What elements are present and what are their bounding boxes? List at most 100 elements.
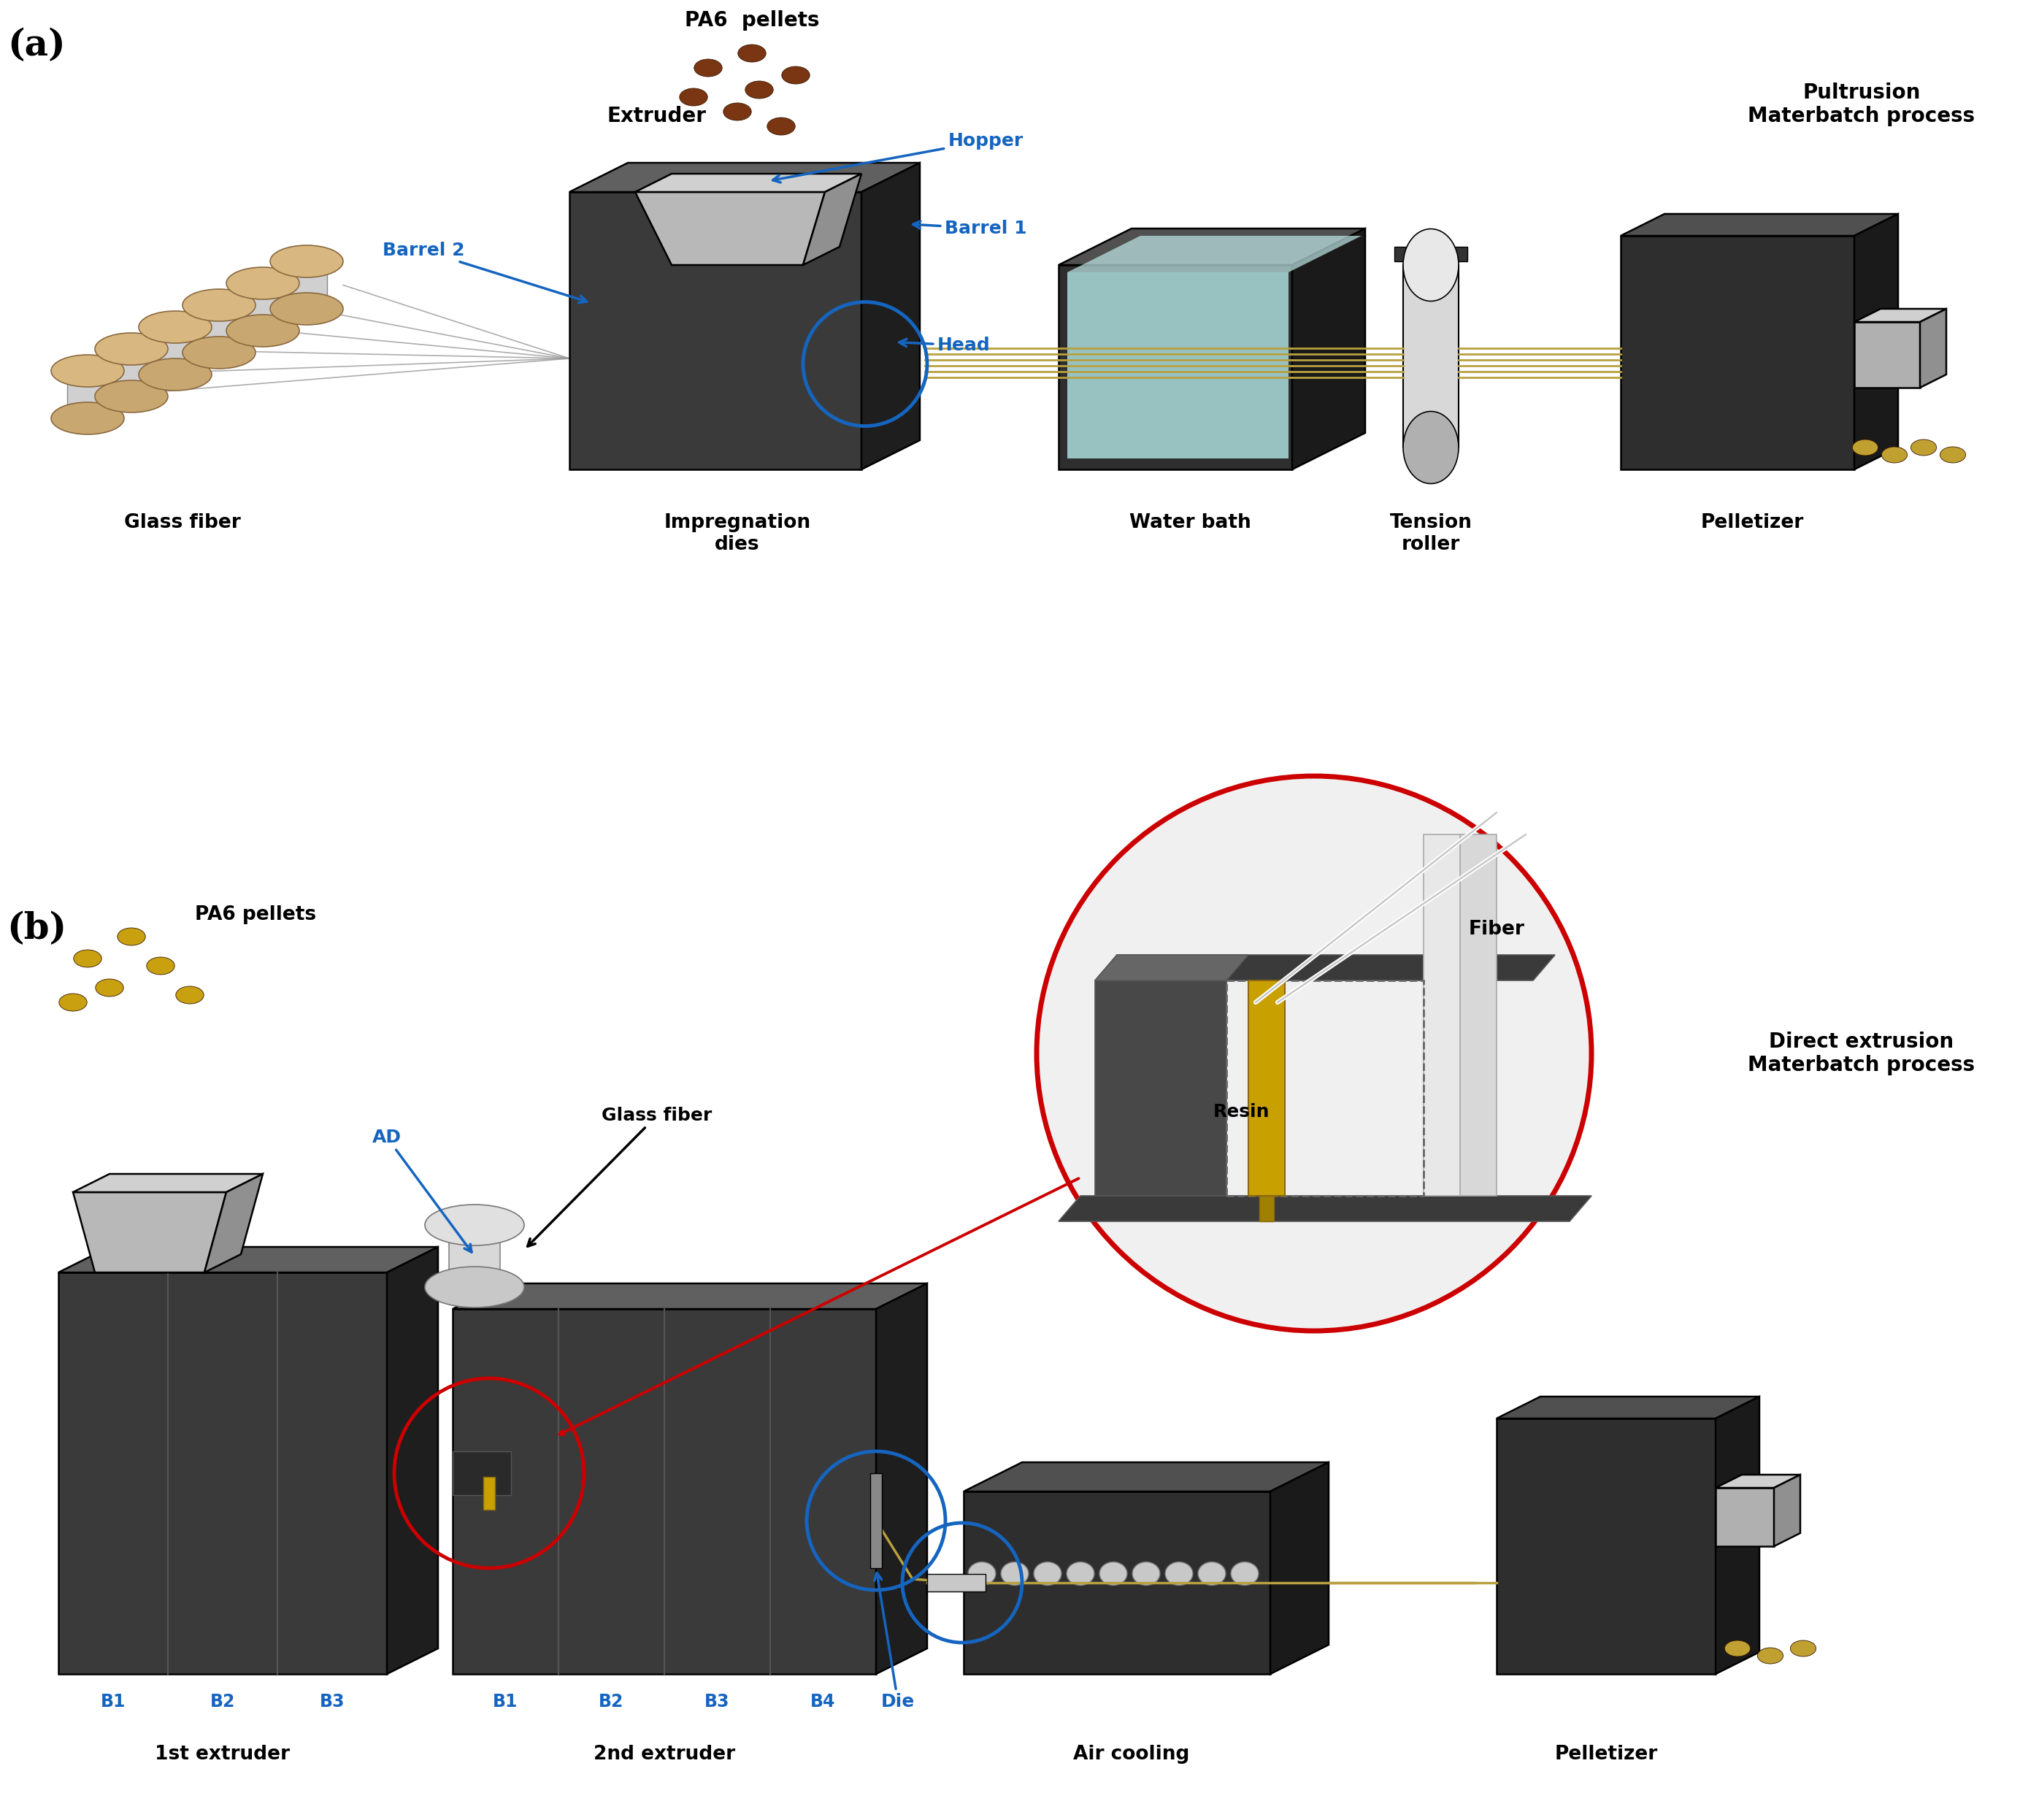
Text: 2nd extruder: 2nd extruder bbox=[594, 1745, 735, 1764]
Ellipse shape bbox=[1852, 439, 1879, 455]
Ellipse shape bbox=[1939, 446, 1965, 462]
Polygon shape bbox=[1404, 266, 1458, 448]
Ellipse shape bbox=[1911, 439, 1937, 455]
Ellipse shape bbox=[424, 1205, 523, 1245]
Ellipse shape bbox=[117, 928, 145, 945]
Ellipse shape bbox=[95, 380, 168, 413]
Text: Hopper: Hopper bbox=[774, 133, 1024, 182]
Ellipse shape bbox=[1404, 411, 1458, 484]
Polygon shape bbox=[927, 1574, 986, 1591]
Polygon shape bbox=[1774, 1474, 1800, 1547]
Polygon shape bbox=[1715, 1474, 1800, 1487]
Ellipse shape bbox=[182, 289, 255, 320]
Polygon shape bbox=[452, 1309, 877, 1674]
Text: B1: B1 bbox=[493, 1693, 517, 1711]
Polygon shape bbox=[634, 173, 861, 191]
Text: (a): (a) bbox=[8, 27, 65, 64]
Ellipse shape bbox=[271, 293, 343, 324]
Polygon shape bbox=[1919, 309, 1945, 388]
Text: Resin: Resin bbox=[1212, 1103, 1269, 1121]
Ellipse shape bbox=[723, 104, 751, 120]
Text: Head: Head bbox=[899, 337, 990, 355]
Text: B4: B4 bbox=[810, 1693, 836, 1711]
Text: B2: B2 bbox=[598, 1693, 624, 1711]
Text: Barrel 1: Barrel 1 bbox=[913, 220, 1026, 237]
Text: Glass fiber: Glass fiber bbox=[527, 1107, 713, 1247]
Ellipse shape bbox=[1034, 1562, 1060, 1585]
Ellipse shape bbox=[1725, 1640, 1749, 1656]
Ellipse shape bbox=[1198, 1562, 1226, 1585]
Text: B2: B2 bbox=[210, 1693, 234, 1711]
Polygon shape bbox=[1058, 266, 1293, 470]
Text: Pultrusion
Materbatch process: Pultrusion Materbatch process bbox=[1747, 82, 1976, 126]
Polygon shape bbox=[1854, 322, 1919, 388]
Circle shape bbox=[1036, 775, 1592, 1330]
Polygon shape bbox=[1067, 273, 1289, 459]
Ellipse shape bbox=[737, 44, 766, 62]
Polygon shape bbox=[73, 1192, 226, 1272]
Text: Impregnation
dies: Impregnation dies bbox=[665, 513, 810, 553]
Polygon shape bbox=[73, 1174, 263, 1192]
Polygon shape bbox=[452, 1283, 927, 1309]
Polygon shape bbox=[1067, 237, 1361, 273]
Ellipse shape bbox=[271, 246, 343, 277]
Ellipse shape bbox=[1166, 1562, 1194, 1585]
Text: Air cooling: Air cooling bbox=[1073, 1745, 1190, 1764]
Ellipse shape bbox=[1067, 1562, 1095, 1585]
Ellipse shape bbox=[1757, 1647, 1784, 1663]
Polygon shape bbox=[1058, 1196, 1592, 1221]
Polygon shape bbox=[804, 173, 861, 266]
Text: Water bath: Water bath bbox=[1129, 513, 1250, 531]
Ellipse shape bbox=[95, 333, 168, 366]
Polygon shape bbox=[59, 1247, 438, 1272]
Ellipse shape bbox=[968, 1562, 996, 1585]
Polygon shape bbox=[871, 1472, 883, 1569]
Ellipse shape bbox=[176, 986, 204, 1005]
Polygon shape bbox=[1095, 956, 1248, 981]
Polygon shape bbox=[1424, 834, 1460, 1196]
Polygon shape bbox=[242, 284, 283, 331]
Text: 1st extruder: 1st extruder bbox=[156, 1745, 291, 1764]
Ellipse shape bbox=[147, 957, 174, 974]
Polygon shape bbox=[483, 1476, 495, 1511]
Text: (b): (b) bbox=[6, 912, 67, 946]
Polygon shape bbox=[877, 1283, 927, 1674]
Polygon shape bbox=[448, 1225, 501, 1287]
Polygon shape bbox=[1271, 1461, 1329, 1674]
Ellipse shape bbox=[745, 82, 774, 98]
Polygon shape bbox=[1715, 1487, 1774, 1547]
Text: Pelletizer: Pelletizer bbox=[1555, 1745, 1658, 1764]
Ellipse shape bbox=[59, 994, 87, 1012]
Ellipse shape bbox=[679, 89, 707, 106]
Polygon shape bbox=[198, 306, 240, 353]
Ellipse shape bbox=[1881, 446, 1907, 462]
Polygon shape bbox=[964, 1461, 1329, 1491]
Polygon shape bbox=[287, 262, 327, 309]
Ellipse shape bbox=[695, 58, 721, 76]
Ellipse shape bbox=[226, 268, 299, 298]
Polygon shape bbox=[1058, 229, 1366, 266]
Text: AD: AD bbox=[372, 1128, 471, 1252]
Text: Glass fiber: Glass fiber bbox=[123, 513, 240, 531]
Text: Die: Die bbox=[875, 1572, 915, 1711]
Text: Barrel 2: Barrel 2 bbox=[382, 242, 586, 302]
Text: Pelletizer: Pelletizer bbox=[1701, 513, 1804, 531]
Polygon shape bbox=[204, 1174, 263, 1272]
Polygon shape bbox=[452, 1451, 511, 1496]
Ellipse shape bbox=[1404, 229, 1458, 300]
Polygon shape bbox=[1293, 229, 1366, 470]
Text: Fiber: Fiber bbox=[1469, 919, 1525, 939]
Polygon shape bbox=[1497, 1418, 1715, 1674]
Text: B3: B3 bbox=[319, 1693, 345, 1711]
Polygon shape bbox=[570, 162, 919, 191]
Text: Extruder: Extruder bbox=[608, 106, 707, 126]
Text: PA6 pellets: PA6 pellets bbox=[194, 905, 317, 925]
Polygon shape bbox=[1095, 956, 1555, 981]
Ellipse shape bbox=[50, 355, 123, 388]
Polygon shape bbox=[1248, 981, 1285, 1196]
Polygon shape bbox=[570, 191, 861, 470]
Polygon shape bbox=[861, 162, 919, 470]
Text: Tension
roller: Tension roller bbox=[1390, 513, 1473, 553]
Ellipse shape bbox=[1790, 1640, 1816, 1656]
Ellipse shape bbox=[424, 1267, 523, 1307]
